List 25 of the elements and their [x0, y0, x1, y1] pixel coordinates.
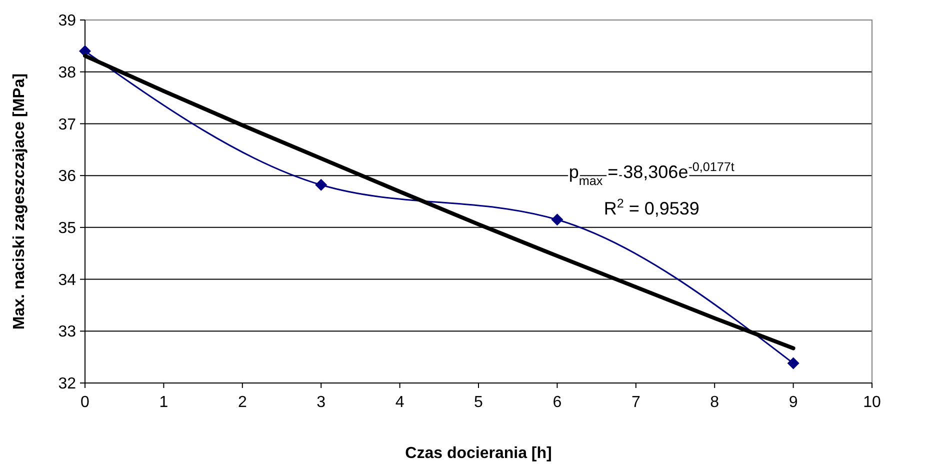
- x-tick-label: 10: [863, 394, 881, 411]
- x-tick-label: 9: [788, 394, 798, 411]
- x-tick-label: 1: [159, 394, 168, 411]
- point: [787, 357, 800, 370]
- y-tick-label: 34: [58, 272, 76, 289]
- y-tick-label: 32: [58, 376, 76, 393]
- y-tick-label: 39: [58, 12, 76, 30]
- y-tick-label: 38: [58, 64, 76, 82]
- point: [551, 214, 564, 226]
- y-tick-label: 36: [58, 168, 76, 186]
- point: [315, 178, 328, 191]
- y-tick-label: 37: [58, 116, 76, 134]
- x-tick-label: 0: [80, 394, 90, 411]
- x-tick-label: 3: [316, 394, 326, 411]
- x-axis-title: Czas docierania [h]: [405, 445, 552, 462]
- x-tick-label: 4: [395, 394, 404, 411]
- x-tick-label: 6: [552, 394, 562, 411]
- y-tick-label: 35: [58, 220, 76, 238]
- y-tick-label: 33: [58, 324, 76, 341]
- x-tick-label: 8: [710, 394, 720, 411]
- x-tick-label: 2: [238, 394, 247, 411]
- y-axis-title: Max. naciski zageszczajace [MPa]: [11, 73, 28, 330]
- x-tick-label: 7: [631, 394, 640, 411]
- annotation: R$^{2}$ = 0,9539: [604, 196, 700, 218]
- x-tick-label: 5: [474, 394, 484, 411]
